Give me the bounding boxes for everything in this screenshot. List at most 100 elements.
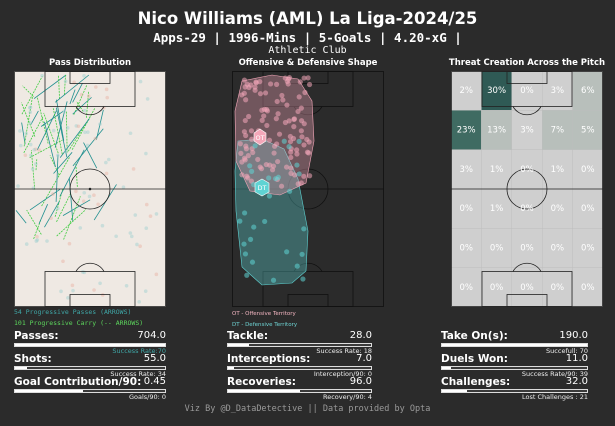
recoveries-value: 96.0	[349, 376, 372, 387]
offensive-dot	[295, 108, 301, 115]
offensive-dot	[245, 153, 251, 159]
threat-cell	[572, 71, 603, 111]
player-summary: Apps-29 | 1996-Mins | 5-Goals | 4.20-xG …	[153, 30, 462, 45]
pass-dot	[144, 151, 148, 156]
ot-legend: OT - Offensive Territory	[232, 311, 296, 317]
carry-arrow	[56, 209, 87, 237]
carry-arrow	[67, 114, 92, 152]
offensive-dot	[246, 84, 252, 91]
pass-dot	[55, 153, 60, 158]
carry-arrow	[23, 96, 33, 147]
offensive-dot	[248, 128, 255, 134]
challenges-bar	[441, 389, 588, 393]
pass-dot	[51, 192, 55, 196]
threat-cell-label: 1%	[490, 204, 504, 214]
dt-legend: DT - Defensive Territory	[232, 322, 298, 328]
carry-arrow	[63, 196, 81, 240]
offensive-dot	[283, 164, 290, 170]
offensive-dot	[264, 122, 270, 129]
pass-dot	[23, 153, 28, 158]
offensive-dot	[257, 91, 264, 97]
recoveries-sub: Recovery/90: 4	[323, 392, 372, 401]
carry-arrow	[65, 111, 68, 153]
offensive-dot	[241, 77, 248, 83]
offensive-dot	[304, 136, 310, 143]
pass-dot	[51, 128, 56, 133]
offensive-dot	[279, 92, 285, 99]
pass-dot	[65, 126, 70, 130]
offensive-dot	[266, 137, 273, 143]
pass-dot	[104, 160, 108, 165]
take-ons-bar	[441, 343, 588, 347]
defensive-dot	[284, 249, 290, 255]
pass-arrow	[96, 109, 104, 140]
pass-arrow	[83, 142, 98, 169]
offensive-dot	[301, 142, 307, 148]
threat-cell-label: 0%	[520, 244, 534, 254]
threat-cell-label: 3%	[459, 165, 473, 175]
pass-dot	[135, 242, 139, 247]
take-ons-value: 190.0	[559, 330, 588, 341]
threat-cell	[511, 267, 543, 307]
pitch-lines	[14, 71, 166, 307]
page-title: Nico Williams (AML) La Liga-2024/25	[137, 9, 478, 28]
pass-dot	[59, 289, 63, 294]
pass-dot	[148, 214, 153, 218]
offensive-dot	[273, 116, 279, 122]
carry-arrow	[22, 85, 34, 97]
pass-arrow	[54, 101, 68, 148]
challenges-label: Challenges:	[441, 376, 511, 388]
pass-dot	[154, 212, 159, 216]
pass-dot	[85, 143, 90, 148]
goal-contribution-bar	[14, 389, 166, 393]
duels-won-label: Duels Won:	[441, 353, 508, 365]
defensive-dot	[249, 259, 256, 265]
threat-cell-label: 6%	[581, 86, 595, 96]
defensive-dot	[270, 277, 277, 283]
pass-distribution-pitch	[14, 71, 166, 307]
shape-pitch: OT DT	[232, 71, 384, 307]
passes-label: Passes:	[14, 330, 59, 342]
passes-value: 704.0	[137, 330, 166, 341]
tackle-label: Tackle:	[227, 330, 269, 342]
pass-arrow	[33, 74, 67, 99]
offensive-dot	[306, 150, 312, 156]
defensive-dot	[296, 171, 302, 177]
defensive-dot	[247, 163, 253, 169]
offensive-dot	[294, 147, 300, 153]
threat-cell-label: 0%	[581, 165, 595, 175]
carry-arrow	[21, 102, 36, 137]
carry-arrow	[33, 219, 42, 239]
offensive-dot	[290, 135, 297, 142]
offensive-dot	[261, 113, 267, 119]
threat-cell	[572, 228, 603, 268]
offensive-dot	[286, 118, 292, 124]
offensive-dot	[288, 170, 294, 176]
pass-dot	[81, 199, 86, 203]
tackle-bar	[227, 343, 372, 347]
offensive-dot	[280, 97, 286, 103]
pass-dot	[92, 193, 96, 197]
threat-cell-label: 30%	[487, 86, 506, 96]
pass-arrow	[54, 74, 90, 103]
goal-contribution-sub: Goals/90: 0	[128, 392, 166, 401]
threat-cell-label: 0%	[459, 283, 473, 293]
pass-dot	[124, 283, 129, 288]
threat-cell	[541, 188, 573, 229]
carry-arrow	[73, 85, 88, 115]
stat-passes: Passes: 704.0 Success Rate:70	[14, 330, 166, 355]
pass-dot	[62, 109, 67, 114]
pass-dot	[18, 129, 22, 133]
offensive-dot	[237, 141, 243, 147]
pass-dot	[63, 79, 68, 84]
offensive-dot	[288, 165, 294, 171]
pass-dot	[104, 171, 109, 176]
pass-dot	[34, 162, 38, 166]
threat-cell-label: 3%	[520, 126, 534, 136]
offensive-dot	[288, 149, 294, 155]
pass-dot	[145, 97, 150, 101]
pass-arrow	[72, 128, 104, 167]
tackle-value: 28.0	[349, 330, 372, 341]
stat-shots: Shots: 55.0 Success Rate: 34	[14, 353, 166, 378]
defensive-dot	[294, 162, 300, 168]
